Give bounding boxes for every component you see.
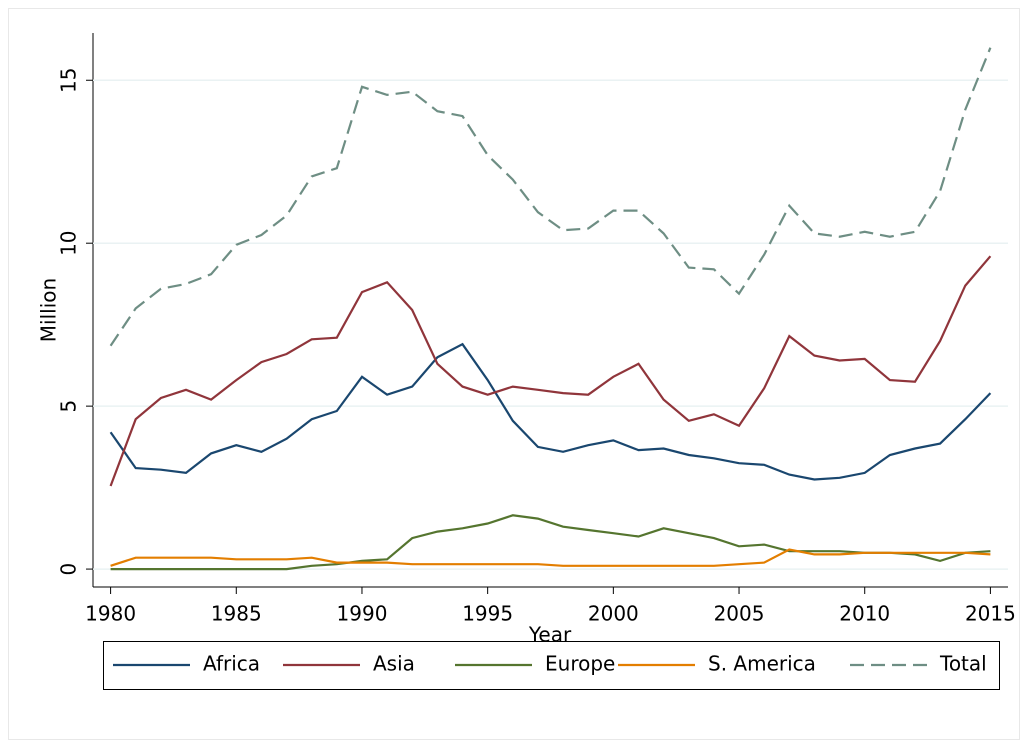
y-tick-label: 0: [57, 563, 81, 576]
x-tick-label: 2015: [965, 602, 1016, 626]
chart-frame: [8, 8, 1020, 740]
x-tick-label: 2010: [839, 602, 890, 626]
x-tick-label: 1990: [337, 602, 388, 626]
x-tick-label: 1980: [85, 602, 136, 626]
x-tick-label: 2000: [588, 602, 639, 626]
series-line: [110, 548, 991, 567]
series-line: [109, 255, 992, 487]
series-line: [109, 342, 992, 481]
legend-label: Europe: [545, 652, 615, 676]
legend-label: Africa: [203, 652, 260, 676]
legend-label: Total: [939, 652, 987, 676]
y-axis-title: Million: [37, 278, 61, 342]
y-tick-label: 5: [57, 400, 81, 413]
y-tick-label: 10: [57, 230, 81, 255]
legend-label: Asia: [373, 652, 415, 676]
series-line: [109, 47, 992, 347]
y-tick-label: 15: [56, 68, 80, 93]
x-tick-label: 1985: [211, 602, 262, 626]
series-line: [110, 514, 991, 571]
x-tick-label: 1995: [462, 602, 513, 626]
x-tick-label: 2005: [714, 602, 765, 626]
legend-label: S. America: [708, 652, 816, 676]
